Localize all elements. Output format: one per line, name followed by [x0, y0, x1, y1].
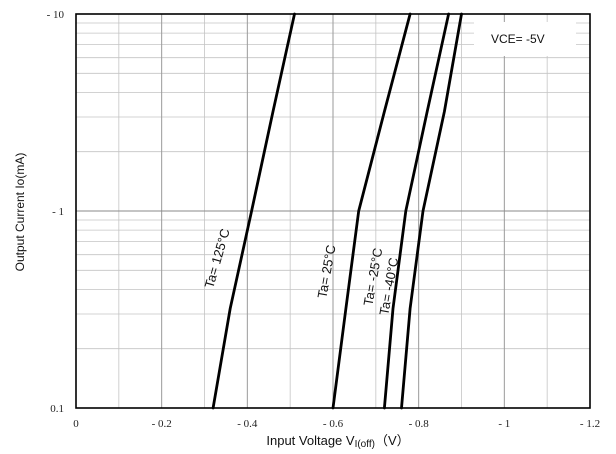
y-tick-label: - 10: [47, 9, 65, 21]
x-tick-label: - 0.2: [152, 418, 172, 430]
x-tick-label: - 0.8: [409, 418, 430, 430]
x-tick-label: - 0.6: [323, 418, 344, 430]
x-axis-label-unit: （V）: [375, 433, 410, 448]
x-tick-label: - 1.2: [580, 418, 600, 430]
series-line: [400, 12, 463, 410]
curve-label: Ta= 125°C: [201, 227, 232, 290]
legend-box: VCE= -5V: [474, 22, 576, 56]
x-tick-labels: 0 - 0.2 - 0.4 - 0.6 - 0.8 - 1 - 1.2: [73, 418, 600, 430]
x-tick-label: 0: [73, 418, 79, 430]
legend-text: VCE= -5V: [491, 32, 545, 46]
series-line: [331, 12, 412, 410]
y-axis-label: Output Current Io(mA): [13, 153, 27, 272]
series-lines: [211, 12, 463, 410]
major-grid: [76, 14, 590, 408]
x-axis-label-main: Input Voltage V: [266, 433, 355, 448]
x-tick-label: - 1: [498, 418, 510, 430]
curve-label: Ta= 25°C: [314, 244, 338, 300]
x-axis-label-sub: I(off): [355, 439, 375, 450]
y-tick-label: - 1: [52, 206, 64, 218]
series-line: [211, 12, 296, 410]
y-tick-label: 0.1: [50, 403, 64, 415]
x-axis-label: Input Voltage VI(off)（V）: [266, 433, 409, 450]
series-line: [382, 12, 451, 410]
y-tick-labels: 0.1 - 1 - 10: [47, 9, 65, 415]
x-tick-label: - 0.4: [237, 418, 258, 430]
